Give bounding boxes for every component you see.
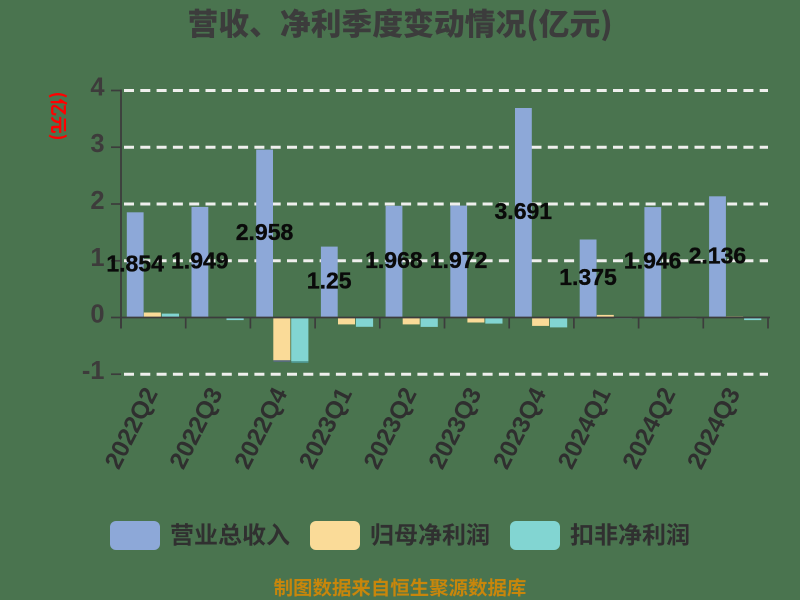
svg-text:1.949: 1.949 [171,248,229,274]
svg-text:2.136: 2.136 [689,242,747,268]
svg-text:0: 0 [90,301,104,329]
svg-text:2.958: 2.958 [236,219,294,245]
svg-text:1.854: 1.854 [106,250,164,276]
svg-text:1.946: 1.946 [624,248,682,274]
svg-text:1.968: 1.968 [365,247,423,273]
svg-text:-1: -1 [82,357,105,385]
svg-text:3.691: 3.691 [495,198,553,224]
svg-text:2: 2 [90,187,104,215]
svg-text:4: 4 [90,74,105,102]
svg-text:3: 3 [90,130,104,158]
svg-text:1.25: 1.25 [307,268,352,294]
svg-text:1.375: 1.375 [559,264,617,290]
svg-text:1.972: 1.972 [430,247,488,273]
svg-text:1: 1 [90,244,104,272]
